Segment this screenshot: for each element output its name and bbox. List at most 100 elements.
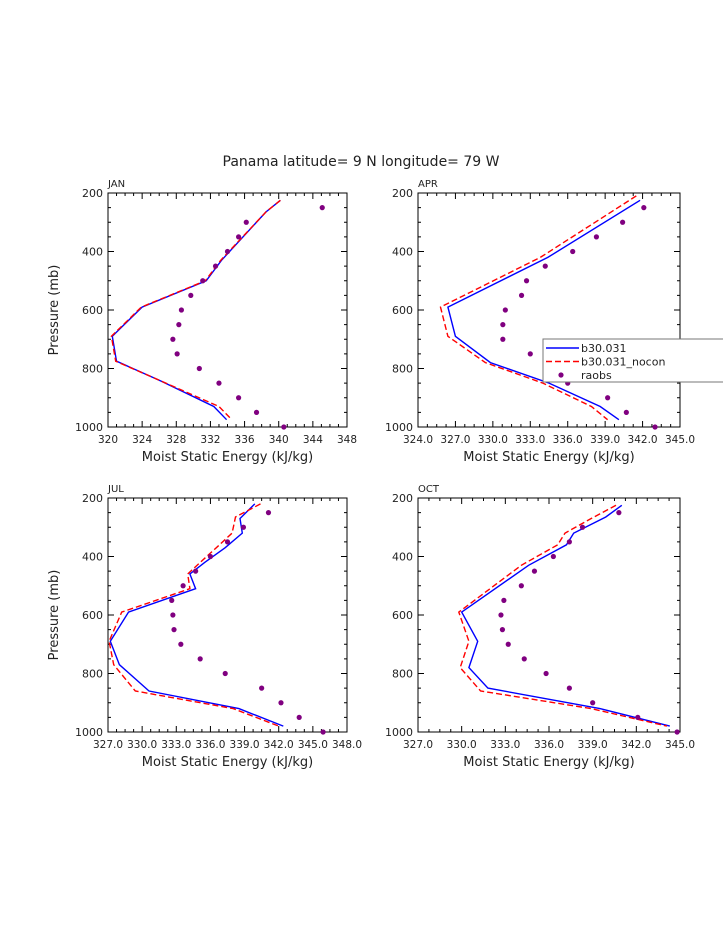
legend-label: raobs [581, 369, 612, 382]
raobs-point [501, 597, 507, 603]
x-tick-label: 339.0 [578, 739, 608, 751]
y-tick-label: 600 [392, 304, 413, 317]
raobs-point [176, 322, 182, 328]
raobs-point [623, 409, 629, 415]
raobs-point [259, 685, 265, 691]
raobs-point [527, 351, 533, 357]
x-tick-label: 336 [235, 434, 255, 446]
raobs-point [207, 553, 214, 560]
x-tick-label: 333.0 [161, 739, 191, 751]
x-tick-label: 348 [337, 434, 357, 446]
plot-frame [107, 192, 348, 428]
figure-title: Panama latitude= 9 N longitude= 79 W [223, 154, 500, 170]
series-line-b30-031-nocon [457, 504, 668, 727]
raobs-point [498, 612, 504, 618]
y-tick-label: 1000 [385, 421, 413, 434]
raobs-point [674, 729, 680, 735]
x-tick-label: 327.0 [93, 739, 123, 751]
raobs-point [243, 219, 249, 225]
raobs-point [523, 278, 530, 284]
raobs-point [635, 714, 641, 720]
raobs-point [296, 714, 302, 720]
raobs-point [320, 729, 326, 735]
legend-box [542, 338, 723, 383]
raobs-point [216, 380, 222, 386]
raobs-point [605, 395, 611, 401]
raobs-point [197, 656, 203, 662]
series-line-b30-031-nocon [439, 195, 637, 421]
series-line-b30-031-nocon [108, 503, 279, 727]
raobs-point [616, 510, 622, 516]
raobs-point [196, 365, 202, 372]
x-tick-label: 320 [98, 434, 118, 446]
x-tick-label: 333.0 [515, 434, 545, 446]
y-tick-label: 600 [82, 304, 103, 317]
raobs-point [505, 641, 511, 647]
raobs-point [253, 409, 260, 415]
y-tick-label: 1000 [385, 726, 413, 739]
raobs-point [641, 205, 647, 211]
raobs-point [224, 539, 231, 545]
x-tick-label: 333.0 [490, 739, 520, 751]
series-line-b30-031-nocon [110, 199, 281, 421]
raobs-point [500, 322, 506, 328]
raobs-point [518, 583, 524, 589]
y-tick-label: 800 [82, 668, 103, 681]
plot-frame [107, 497, 348, 733]
y-axis-label: Pressure (mb) [47, 570, 62, 661]
raobs-point [281, 424, 287, 430]
x-tick-label: 327.0 [403, 739, 433, 751]
raobs-point [178, 641, 184, 647]
x-tick-label: 330.0 [447, 739, 477, 751]
x-tick-label: 336.0 [195, 739, 225, 751]
x-tick-label: 339.0 [230, 739, 260, 751]
panel-jan: JAN 320 324 328 332 336 340 344 348 200 400 600 800 1… [47, 179, 357, 465]
raobs-point [500, 336, 506, 342]
raobs-point [235, 234, 242, 240]
y-tick-label: 400 [82, 551, 103, 564]
x-tick-label: 330.0 [478, 434, 508, 446]
series-line-b30-031 [447, 199, 641, 421]
raobs-point [235, 395, 242, 401]
y-tick-label: 200 [82, 187, 103, 200]
raobs-point [171, 627, 177, 633]
raobs-point [590, 700, 596, 706]
x-tick-label: 345.0 [665, 739, 695, 751]
raobs-point [521, 656, 527, 662]
raobs-point [170, 612, 176, 618]
x-axis-label: Moist Static Energy (kJ/kg) [142, 755, 313, 770]
raobs-point [542, 263, 548, 269]
raobs-point [169, 597, 175, 603]
x-tick-label: 345.0 [665, 434, 695, 446]
x-tick-label: 327.0 [440, 434, 470, 446]
y-tick-label: 800 [392, 668, 413, 681]
legend-label: b30.031_nocon [581, 356, 665, 369]
legend-marker-raobs [558, 372, 564, 378]
x-tick-label: 336.0 [534, 739, 564, 751]
panel-label: JAN [107, 179, 125, 190]
plot-frame [417, 497, 681, 733]
raobs-point [224, 248, 231, 255]
y-tick-label: 200 [392, 492, 413, 505]
y-tick-label: 1000 [75, 726, 103, 739]
x-tick-label: 339.0 [590, 434, 620, 446]
panel-label: JUL [107, 484, 124, 495]
raobs-point [531, 568, 538, 574]
x-tick-label: 324 [132, 434, 152, 446]
x-axis-label: Moist Static Energy (kJ/kg) [463, 450, 634, 465]
raobs-point [652, 424, 658, 430]
x-tick-label: 330.0 [127, 739, 157, 751]
x-tick-label: 342.0 [621, 739, 651, 751]
y-tick-label: 600 [392, 609, 413, 622]
raobs-point [180, 583, 186, 589]
raobs-point [188, 292, 194, 298]
raobs-point [265, 510, 272, 516]
y-tick-label: 800 [82, 363, 103, 376]
plot-frame [417, 192, 681, 428]
raobs-point [240, 524, 247, 530]
y-tick-label: 200 [82, 492, 103, 505]
raobs-point [499, 627, 506, 633]
x-tick-label: 344 [303, 434, 323, 446]
x-tick-label: 324.0 [403, 434, 433, 446]
panel-jul: JUL 327.0 330.0 333.0 336.0 339.0 342.0 345.0 34… [47, 484, 362, 770]
